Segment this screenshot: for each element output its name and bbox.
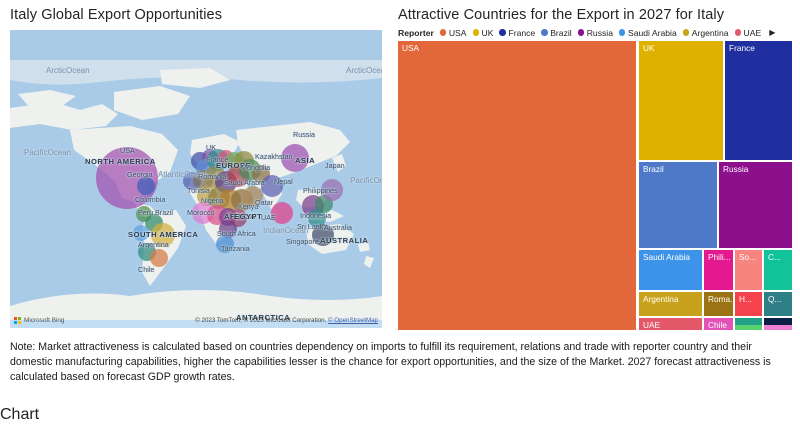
treemap-cell-uk[interactable]: UK xyxy=(639,41,723,160)
legend-item-label: Russia xyxy=(586,27,613,38)
legend-item-saudi-arabia[interactable]: Saudi Arabia xyxy=(618,27,677,38)
treemap-cell-label: Chile xyxy=(708,320,727,330)
map-bubble[interactable] xyxy=(312,224,334,246)
bing-attribution: Microsoft Bing xyxy=(14,317,65,324)
map-bubble[interactable] xyxy=(281,144,309,172)
map-bubble[interactable] xyxy=(137,177,155,195)
map-bubble[interactable] xyxy=(216,235,234,253)
legend-swatch-icon xyxy=(618,29,626,36)
treemap-cell-label: Saudi Arabia xyxy=(643,252,691,262)
legend-title: Reporter xyxy=(398,27,434,38)
microsoft-logo-icon xyxy=(14,317,21,324)
treemap-cell-label: France xyxy=(729,43,755,53)
legend-item-argentina[interactable]: Argentina xyxy=(682,27,729,38)
legend-item-label: UAE xyxy=(743,27,762,38)
legend-swatch-icon xyxy=(682,29,690,36)
treemap-cell-label: USA xyxy=(402,43,420,53)
treemap-cell-brazil[interactable]: Brazil xyxy=(639,162,717,248)
treemap-cell-label: Roma... xyxy=(708,294,733,304)
treemap-cell-label: UAE xyxy=(643,320,661,330)
treemap-cell[interactable] xyxy=(764,318,792,325)
map-bubble[interactable] xyxy=(308,209,326,227)
openstreetmap-link[interactable]: © OpenStreetMap xyxy=(328,317,378,324)
treemap-cell-usa[interactable]: USA xyxy=(398,41,636,330)
legend-item-label: UK xyxy=(481,27,494,38)
legend-swatch-icon xyxy=(734,29,742,36)
legend-item-label: Saudi Arabia xyxy=(627,27,677,38)
treemap-cell-h[interactable]: H... xyxy=(735,292,762,316)
dashboard-root: Italy Global Export Opportunities xyxy=(0,0,800,384)
treemap-cell-roma[interactable]: Roma... xyxy=(704,292,733,316)
legend-item-russia[interactable]: Russia xyxy=(577,27,613,38)
bing-map[interactable]: ArcticOceanArcticOceanPacificOceanPacifi… xyxy=(10,30,382,328)
treemap-cell-label: Argentina xyxy=(643,294,679,304)
map-bubble[interactable] xyxy=(321,179,343,201)
legend-item-usa[interactable]: USA xyxy=(439,27,467,38)
treemap-cell[interactable] xyxy=(735,318,762,325)
map-copyright: © 2023 TomTom, © 2023 Microsoft Corporat… xyxy=(195,317,378,324)
treemap-legend: Reporter USA UK France Brazil Russia Saudi Ar… xyxy=(398,26,794,39)
legend-swatch-icon xyxy=(499,29,506,36)
legend-item-label: Argentina xyxy=(691,27,729,38)
treemap-cell-so[interactable]: So... xyxy=(735,250,762,290)
treemap-cell-label: Q... xyxy=(768,294,782,304)
treemap-panel-title: Attractive Countries for the Export in 2… xyxy=(398,7,725,23)
bing-attribution-label: Microsoft Bing xyxy=(24,317,65,324)
map-panel-title: Italy Global Export Opportunities xyxy=(10,7,223,23)
treemap-cell-label: C... xyxy=(768,252,781,262)
legend-swatch-icon xyxy=(472,29,479,36)
legend-item-uae[interactable]: UAE xyxy=(734,27,762,38)
treemap-cell-label: H... xyxy=(739,294,752,304)
treemap-cell-france[interactable]: France xyxy=(725,41,792,160)
treemap-panel: Attractive Countries for the Export in 2… xyxy=(392,0,800,336)
treemap-cell-argentina[interactable]: Argentina xyxy=(639,292,702,316)
treemap-cell-label: UK xyxy=(643,43,655,53)
map-bubble[interactable] xyxy=(151,223,175,247)
legend-item-label: France xyxy=(508,27,536,38)
treemap-cell-uae[interactable]: UAE xyxy=(639,318,702,330)
legend-item-label: Brazil xyxy=(550,27,572,38)
legend-swatch-icon xyxy=(439,29,447,36)
treemap-cell-label: So... xyxy=(739,252,757,262)
legend-item-label: USA xyxy=(448,27,467,38)
treemap-cell-saudiarabia[interactable]: Saudi Arabia xyxy=(639,250,702,290)
treemap-cell[interactable] xyxy=(764,325,792,330)
treemap-cell-q[interactable]: Q... xyxy=(764,292,792,316)
map-bubble[interactable] xyxy=(243,186,263,206)
legend-item-uk[interactable]: UK xyxy=(472,27,494,38)
map-panel: Italy Global Export Opportunities xyxy=(0,0,390,336)
legend-swatch-icon xyxy=(541,29,548,36)
map-bubble[interactable] xyxy=(271,202,293,224)
map-bubble[interactable] xyxy=(150,249,168,267)
legend-swatch-icon xyxy=(577,29,585,36)
legend-item-brazil[interactable]: Brazil xyxy=(541,28,572,38)
footnote: Note: Market attractiveness is calculate… xyxy=(10,341,771,384)
map-bubble[interactable] xyxy=(261,175,283,197)
treemap-cell-phili[interactable]: Phili... xyxy=(704,250,733,290)
map-copyright-text: © 2023 TomTom, © 2023 Microsoft Corporat… xyxy=(195,317,329,324)
treemap-cell[interactable] xyxy=(735,325,762,330)
treemap-chart[interactable]: USA UK France Brazil Russia Saudi Arabia Phili… xyxy=(398,41,792,330)
treemap-cell-russia[interactable]: Russia xyxy=(719,162,792,248)
treemap-cell-label: Phili... xyxy=(708,252,731,262)
treemap-cell-chile[interactable]: Chile xyxy=(704,318,733,330)
treemap-cell-label: Russia xyxy=(723,164,749,174)
legend-item-france[interactable]: France xyxy=(499,28,535,38)
treemap-cell-label: Brazil xyxy=(643,164,664,174)
map-bubble[interactable] xyxy=(133,225,149,241)
treemap-cell-c[interactable]: C... xyxy=(764,250,792,290)
map-bubble[interactable] xyxy=(219,220,237,238)
legend-next-icon[interactable]: ▶ xyxy=(769,28,776,37)
